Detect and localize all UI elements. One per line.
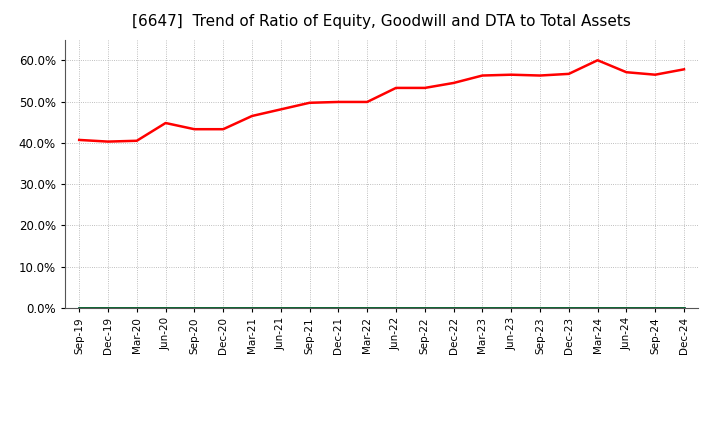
Equity — [622, 70, 631, 75]
Goodwill — [248, 305, 256, 311]
Deferred Tax Assets — [219, 305, 228, 311]
Goodwill — [651, 305, 660, 311]
Goodwill — [392, 305, 400, 311]
Goodwill — [420, 305, 429, 311]
Equity — [449, 81, 458, 86]
Deferred Tax Assets — [420, 305, 429, 311]
Equity — [161, 121, 170, 126]
Equity — [392, 85, 400, 91]
Deferred Tax Assets — [363, 305, 372, 311]
Line: Equity: Equity — [79, 60, 684, 142]
Goodwill — [507, 305, 516, 311]
Goodwill — [132, 305, 141, 311]
Equity — [478, 73, 487, 78]
Deferred Tax Assets — [75, 305, 84, 311]
Equity — [651, 72, 660, 77]
Equity — [507, 72, 516, 77]
Equity — [564, 71, 573, 77]
Deferred Tax Assets — [536, 305, 544, 311]
Deferred Tax Assets — [248, 305, 256, 311]
Goodwill — [622, 305, 631, 311]
Equity — [593, 58, 602, 63]
Deferred Tax Assets — [276, 305, 285, 311]
Deferred Tax Assets — [104, 305, 112, 311]
Goodwill — [334, 305, 343, 311]
Goodwill — [680, 305, 688, 311]
Equity — [248, 114, 256, 119]
Goodwill — [104, 305, 112, 311]
Equity — [363, 99, 372, 105]
Deferred Tax Assets — [334, 305, 343, 311]
Equity — [132, 138, 141, 143]
Equity — [334, 99, 343, 105]
Goodwill — [449, 305, 458, 311]
Equity — [190, 127, 199, 132]
Goodwill — [593, 305, 602, 311]
Equity — [104, 139, 112, 144]
Deferred Tax Assets — [449, 305, 458, 311]
Goodwill — [564, 305, 573, 311]
Equity — [536, 73, 544, 78]
Deferred Tax Assets — [478, 305, 487, 311]
Deferred Tax Assets — [507, 305, 516, 311]
Equity — [276, 107, 285, 112]
Deferred Tax Assets — [161, 305, 170, 311]
Goodwill — [276, 305, 285, 311]
Equity — [680, 67, 688, 72]
Goodwill — [536, 305, 544, 311]
Goodwill — [75, 305, 84, 311]
Goodwill — [190, 305, 199, 311]
Deferred Tax Assets — [564, 305, 573, 311]
Title: [6647]  Trend of Ratio of Equity, Goodwill and DTA to Total Assets: [6647] Trend of Ratio of Equity, Goodwil… — [132, 14, 631, 29]
Equity — [219, 127, 228, 132]
Deferred Tax Assets — [680, 305, 688, 311]
Deferred Tax Assets — [622, 305, 631, 311]
Equity — [305, 100, 314, 106]
Deferred Tax Assets — [593, 305, 602, 311]
Equity — [420, 85, 429, 91]
Deferred Tax Assets — [305, 305, 314, 311]
Goodwill — [363, 305, 372, 311]
Deferred Tax Assets — [392, 305, 400, 311]
Goodwill — [219, 305, 228, 311]
Goodwill — [305, 305, 314, 311]
Deferred Tax Assets — [651, 305, 660, 311]
Equity — [75, 137, 84, 143]
Deferred Tax Assets — [190, 305, 199, 311]
Deferred Tax Assets — [132, 305, 141, 311]
Goodwill — [161, 305, 170, 311]
Goodwill — [478, 305, 487, 311]
